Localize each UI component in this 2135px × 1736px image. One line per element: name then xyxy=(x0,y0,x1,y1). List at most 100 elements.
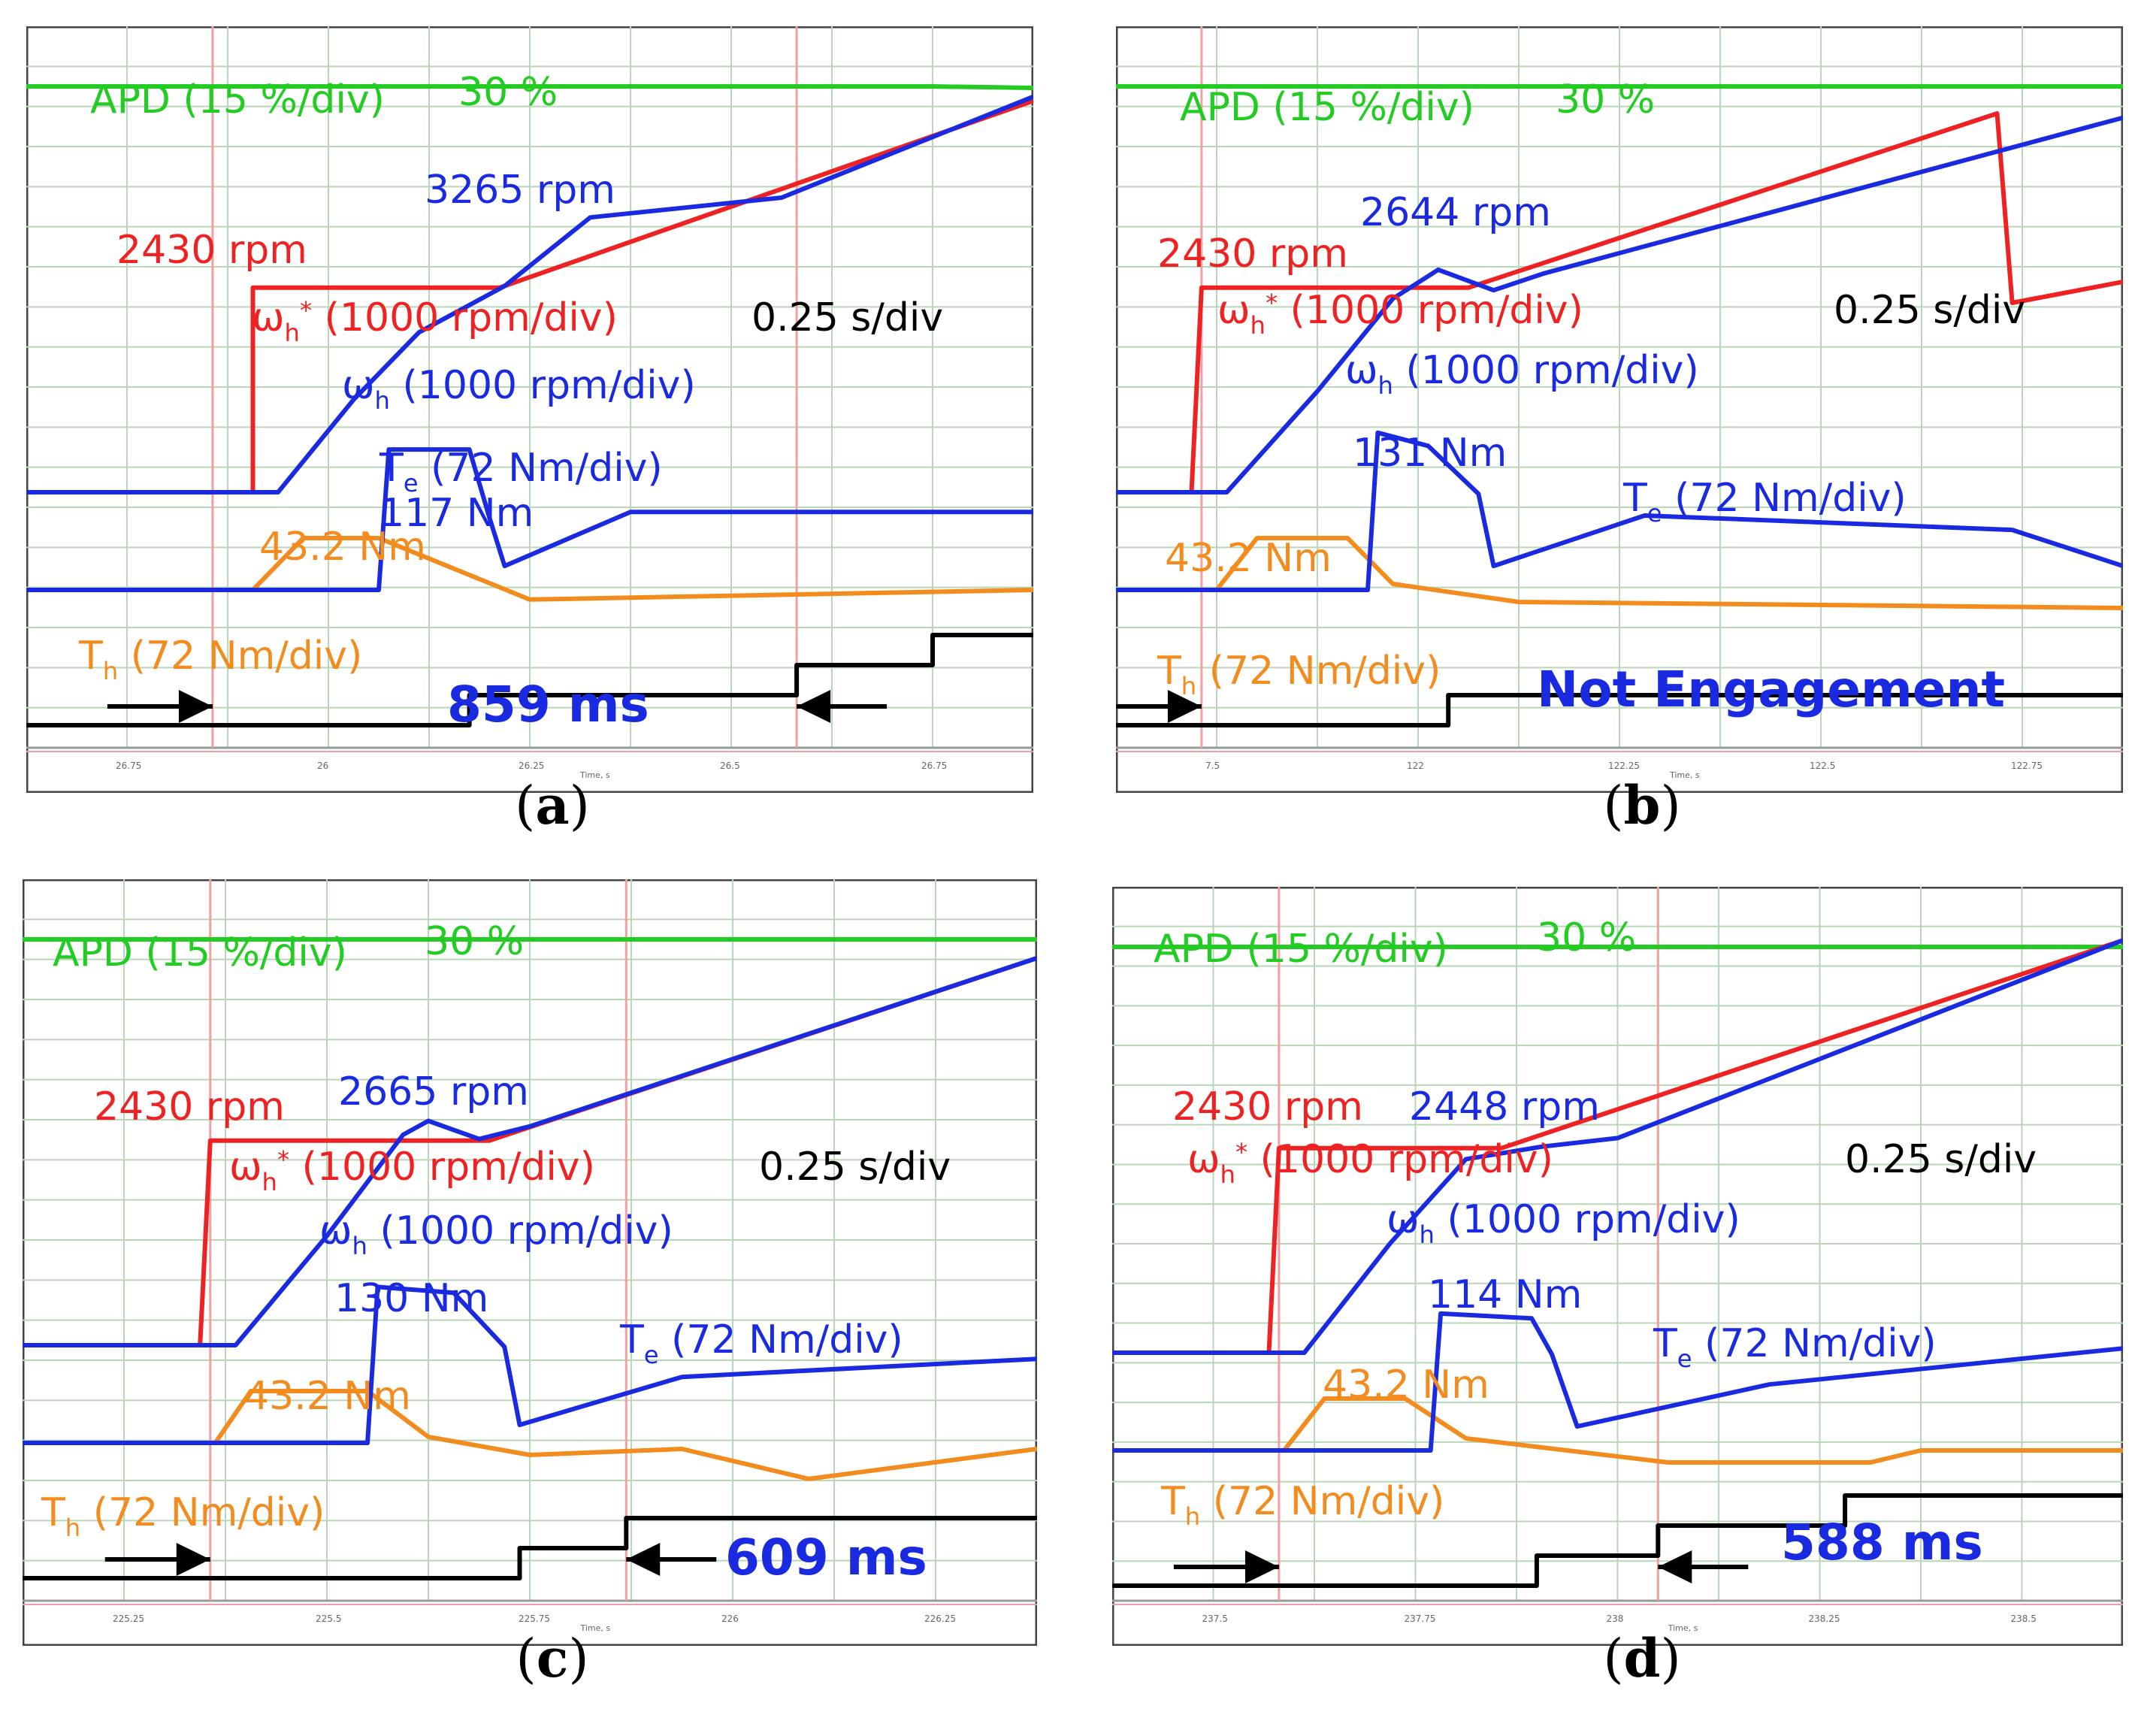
x-tick-label: 237.75 xyxy=(1405,1614,1436,1624)
te-label: Te (72 Nm/div) xyxy=(1622,476,1907,528)
apd-line xyxy=(26,84,1033,90)
th-value-label: 43.2 Nm xyxy=(244,1374,411,1419)
te-line xyxy=(1112,1311,2123,1453)
peak-speed-label: 3265 rpm xyxy=(425,168,615,213)
omega-ref-label: ωh* (1000 rpm/div) xyxy=(1187,1137,1553,1189)
gear-step-line xyxy=(23,1516,1037,1580)
te-line xyxy=(26,447,1033,592)
x-tick-label: 226 xyxy=(721,1614,739,1624)
omega-line xyxy=(1116,115,2123,494)
x-tick-label: 238 xyxy=(1607,1614,1624,1624)
x-tick-label: 26.75 xyxy=(921,761,947,771)
th-value-label: 43.2 Nm xyxy=(1323,1362,1489,1408)
ref-speed-label: 2430 rpm xyxy=(116,228,307,273)
duration-label: 859 ms xyxy=(447,676,649,733)
omega-label: ωh (1000 rpm/div) xyxy=(342,363,696,415)
ref-speed-label: 2430 rpm xyxy=(1157,231,1348,277)
x-tick-label: 26 xyxy=(317,761,328,771)
x-tick-label: 122 xyxy=(1407,761,1424,771)
x-tick-label: 238.5 xyxy=(2011,1614,2037,1624)
apd-value: 30 % xyxy=(1556,77,1655,122)
omega-line xyxy=(23,955,1037,1347)
gear-step-line xyxy=(26,633,1033,727)
ref-speed-label: 2430 rpm xyxy=(1172,1084,1363,1130)
te-line xyxy=(23,1284,1037,1445)
duration-label: 588 ms xyxy=(1781,1514,1983,1571)
x-tick-label: 225.75 xyxy=(519,1614,550,1624)
caption-a: (a) xyxy=(515,774,590,836)
x-axis-label: Time, s xyxy=(1669,770,1700,780)
apd-value: 30 % xyxy=(1537,915,1636,960)
ref-speed-label: 2430 rpm xyxy=(94,1084,285,1130)
x-axis-label: Time, s xyxy=(580,1623,611,1633)
omega-line xyxy=(1112,938,2123,1355)
te-line xyxy=(1116,430,2123,592)
time-scale-label: 0.25 s/div xyxy=(751,295,943,340)
time-scale-label: 0.25 s/div xyxy=(1834,288,2025,333)
x-tick-label: 122.5 xyxy=(1810,761,1835,771)
caption-b: (b) xyxy=(1603,774,1681,836)
caption-d: (d) xyxy=(1603,1627,1681,1689)
start-arrow-head xyxy=(1244,1550,1279,1583)
end-arrow-head xyxy=(797,690,831,723)
peak-te-label: 131 Nm xyxy=(1353,431,1507,476)
x-tick-label: 26.75 xyxy=(116,761,141,771)
time-scale-label: 0.25 s/div xyxy=(1845,1137,2037,1182)
te-label: Te (72 Nm/div) xyxy=(379,446,663,498)
peak-speed-label: 2665 rpm xyxy=(338,1069,529,1114)
end-arrow-head xyxy=(626,1543,661,1576)
peak-te-label: 114 Nm xyxy=(1428,1272,1582,1317)
omega-ref-label: ωh* (1000 rpm/div) xyxy=(1217,288,1583,340)
te-label: Te (72 Nm/div) xyxy=(619,1317,903,1369)
x-tick-label: 122.75 xyxy=(2011,761,2043,771)
caption-c: (c) xyxy=(516,1627,589,1689)
omega-label: ωh (1000 rpm/div) xyxy=(1387,1197,1740,1249)
time-scale-label: 0.25 s/div xyxy=(759,1145,951,1190)
th-line xyxy=(1112,1396,2123,1465)
gear-step-line xyxy=(1112,1493,2123,1588)
te-label: Te (72 Nm/div) xyxy=(1653,1321,1937,1373)
peak-te-label: 130 Nm xyxy=(334,1276,488,1321)
x-tick-label: 225.25 xyxy=(113,1614,144,1624)
th-line xyxy=(23,1389,1037,1481)
omega-ref-label: ωh* (1000 rpm/div) xyxy=(252,295,618,347)
x-tick-label: 26.5 xyxy=(720,761,740,771)
x-tick-label: 237.5 xyxy=(1202,1614,1228,1624)
end-arrow-head xyxy=(1658,1550,1692,1583)
apd-value: 30 % xyxy=(425,919,524,964)
th-label: Th (72 Nm/div) xyxy=(41,1490,325,1542)
duration-label: Not Engagement xyxy=(1537,661,2005,718)
apd-label: APD (15 %/div) xyxy=(53,930,347,975)
apd-label: APD (15 %/div) xyxy=(1154,927,1448,972)
th-value-label: 43.2 Nm xyxy=(259,525,426,570)
x-tick-label: 226.25 xyxy=(924,1614,956,1624)
omega-ref-label: ωh* (1000 rpm/div) xyxy=(229,1145,595,1196)
start-arrow-head xyxy=(178,690,213,723)
start-arrow-head xyxy=(1167,690,1202,723)
omega-label: ωh (1000 rpm/div) xyxy=(1345,348,1699,400)
peak-speed-label: 2448 rpm xyxy=(1409,1084,1600,1130)
x-axis-label: Time, s xyxy=(1668,1623,1698,1633)
x-tick-label: 7.5 xyxy=(1205,761,1220,771)
omega-line xyxy=(26,94,1033,494)
th-label: Th (72 Nm/div) xyxy=(78,634,362,685)
apd-value: 30 % xyxy=(458,70,558,115)
x-tick-label: 225.5 xyxy=(316,1614,341,1624)
apd-label: APD (15 %/div) xyxy=(90,77,385,122)
x-tick-label: 26.25 xyxy=(519,761,544,771)
duration-label: 609 ms xyxy=(725,1529,927,1586)
peak-te-label: 117 Nm xyxy=(380,491,534,536)
apd-label: APD (15 %/div) xyxy=(1180,85,1474,130)
th-label: Th (72 Nm/div) xyxy=(1157,649,1441,700)
start-arrow-head xyxy=(176,1543,210,1576)
x-axis-label: Time, s xyxy=(579,770,610,780)
peak-speed-label: 2644 rpm xyxy=(1360,190,1551,235)
x-tick-label: 122.25 xyxy=(1608,761,1640,771)
